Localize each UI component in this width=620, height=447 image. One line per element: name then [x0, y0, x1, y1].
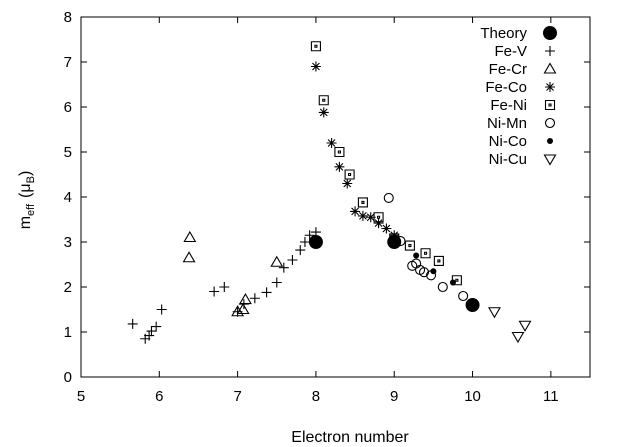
point-fe-v — [156, 304, 167, 315]
point-ni-mn — [395, 236, 406, 247]
point-fe-cr — [231, 305, 245, 317]
point-fe-ni — [318, 95, 329, 106]
legend-marker — [547, 138, 553, 144]
legend-label: Ni-Cu — [489, 151, 527, 168]
x-tick-label: 11 — [543, 388, 559, 405]
point-fe-cr — [236, 302, 250, 315]
point-ni-cu — [518, 320, 532, 332]
y-tick-label: 7 — [64, 54, 72, 71]
point-fe-ni — [310, 41, 321, 52]
point-fe-co — [326, 138, 337, 148]
y-axis-title-paren-open: (μ — [17, 183, 34, 198]
point-fe-ni — [433, 255, 444, 266]
point-fe-ni — [344, 169, 355, 180]
x-tick-label: 10 — [464, 388, 481, 405]
legend-marker — [545, 46, 555, 56]
point-fe-v — [271, 277, 282, 288]
legend-marker — [544, 117, 556, 129]
x-tick-label: 5 — [77, 388, 85, 405]
point-fe-ni — [389, 233, 400, 244]
point-fe-co — [365, 212, 376, 223]
point-theory — [308, 235, 323, 249]
point-theory — [465, 298, 480, 312]
x-tick-label: 6 — [155, 388, 163, 405]
y-axis-title-main: m — [17, 216, 34, 229]
point-fe-co — [334, 161, 345, 172]
axis-ticks: 5 6 7 8 9 10 11 0 1 2 3 4 5 6 7 8 — [64, 9, 590, 405]
point-fe-v — [219, 282, 230, 292]
y-tick-label: 4 — [64, 189, 72, 206]
point-ni-cu — [488, 307, 501, 319]
point-ni-mn — [458, 290, 469, 302]
legend-label: Fe-Ni — [490, 97, 527, 114]
point-ni-co — [413, 252, 420, 259]
legend-label: Ni-Mn — [487, 115, 527, 132]
point-fe-v — [249, 293, 260, 304]
legend-marker — [543, 154, 557, 166]
point-fe-v — [261, 287, 272, 298]
point-ni-cu — [511, 331, 525, 344]
point-fe-ni — [357, 197, 368, 208]
legend-marker — [543, 26, 557, 40]
legend-label: Theory — [480, 25, 527, 42]
point-fe-co — [342, 178, 353, 189]
y-axis-title: meff (μB) — [17, 171, 37, 230]
point-fe-ni — [373, 212, 384, 223]
y-tick-label: 5 — [64, 144, 72, 161]
x-tick-label: 7 — [233, 388, 241, 405]
point-ni-mn — [383, 192, 394, 203]
y-axis-title-sub: eff — [25, 203, 37, 216]
y-tick-label: 6 — [64, 99, 72, 116]
point-fe-v — [144, 330, 155, 341]
legend-marker — [544, 99, 556, 111]
point-fe-v — [310, 227, 321, 238]
legend-label: Fe-Cr — [489, 61, 527, 78]
point-fe-co — [350, 206, 361, 217]
point-fe-co — [357, 210, 368, 221]
point-fe-cr — [182, 251, 196, 263]
point-fe-v — [146, 326, 157, 337]
legend-label: Fe-V — [494, 43, 527, 60]
point-fe-ni — [420, 248, 431, 259]
y-axis-title-paren-close: ) — [17, 171, 34, 176]
legend-label: Ni-Co — [489, 133, 527, 150]
point-ni-mn — [418, 267, 430, 278]
x-tick-label: 8 — [312, 388, 320, 405]
y-tick-label: 3 — [64, 234, 72, 251]
legend-marker — [543, 62, 557, 74]
point-fe-ni — [334, 146, 345, 158]
point-ni-co — [430, 268, 437, 275]
point-fe-v — [304, 230, 315, 241]
point-fe-co — [373, 218, 384, 229]
y-tick-label: 8 — [64, 9, 72, 26]
point-fe-co — [389, 230, 400, 241]
y-tick-label: 0 — [64, 369, 72, 386]
legend-marker — [545, 82, 555, 92]
data-points — [127, 41, 532, 344]
point-fe-v — [209, 286, 220, 297]
y-tick-label: 1 — [64, 324, 72, 341]
point-fe-cr — [270, 255, 284, 267]
point-fe-v — [295, 245, 306, 256]
point-fe-v — [299, 237, 310, 247]
legend-label: Fe-Co — [485, 79, 527, 96]
point-fe-v — [127, 318, 138, 329]
point-fe-cr — [238, 293, 252, 305]
point-ni-co — [449, 279, 456, 286]
y-axis-title-unit-sub: B — [25, 176, 37, 183]
point-fe-co — [318, 107, 329, 118]
point-fe-cr — [183, 230, 197, 243]
point-ni-mn — [437, 281, 448, 293]
point-fe-v — [287, 255, 298, 265]
y-tick-label: 2 — [64, 279, 72, 296]
point-fe-v — [278, 262, 289, 273]
point-fe-co — [310, 61, 321, 72]
x-tick-label: 9 — [390, 388, 398, 405]
point-fe-ni — [404, 240, 415, 251]
point-fe-co — [381, 223, 392, 234]
x-axis-title: Electron number — [291, 429, 409, 446]
point-fe-v — [151, 321, 162, 332]
